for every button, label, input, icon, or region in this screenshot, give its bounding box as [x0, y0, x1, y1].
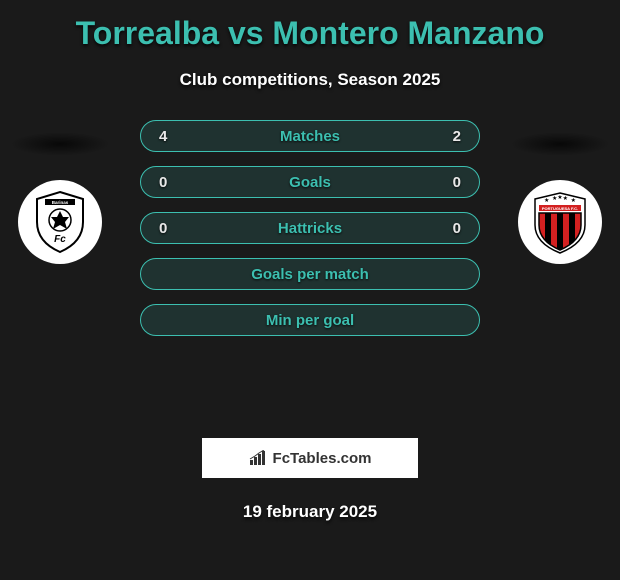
stat-label: Min per goal: [141, 312, 479, 329]
shadow-left: [10, 132, 110, 156]
stat-row-min-per-goal: Min per goal: [140, 304, 480, 336]
svg-text:Barinas: Barinas: [52, 200, 69, 205]
stat-label: Goals per match: [141, 266, 479, 283]
stat-bars: 4 Matches 2 0 Goals 0 0 Hattricks 0 Goal…: [140, 120, 480, 350]
svg-text:★: ★: [563, 195, 568, 202]
svg-text:Fc: Fc: [54, 234, 66, 245]
brand-text: FcTables.com: [273, 450, 372, 467]
page-title: Torrealba vs Montero Manzano: [0, 15, 620, 52]
bar-chart-icon: [249, 450, 269, 466]
team-logo-left: Barinas Fc: [18, 180, 102, 264]
svg-text:PORTUGUESA F.C.: PORTUGUESA F.C.: [542, 206, 578, 211]
team-logo-right: PORTUGUESA F.C. ★ ★ ★ ★ ★: [518, 180, 602, 264]
main-area: Barinas Fc PORTUGUESA F.C. ★ ★ ★ ★ ★: [0, 120, 620, 430]
date-text: 19 february 2025: [0, 502, 620, 522]
stat-label: Matches: [141, 128, 479, 145]
brand-box[interactable]: FcTables.com: [202, 438, 418, 478]
svg-text:★: ★: [544, 197, 549, 204]
stat-row-goals: 0 Goals 0: [140, 166, 480, 198]
shadow-right: [510, 132, 610, 156]
svg-text:★: ★: [571, 197, 576, 204]
stat-label: Hattricks: [141, 220, 479, 237]
zamora-badge-icon: Barinas Fc: [25, 187, 95, 257]
stat-label: Goals: [141, 174, 479, 191]
stat-row-matches: 4 Matches 2: [140, 120, 480, 152]
stat-row-goals-per-match: Goals per match: [140, 258, 480, 290]
subtitle: Club competitions, Season 2025: [0, 70, 620, 90]
comparison-card: Torrealba vs Montero Manzano Club compet…: [0, 0, 620, 532]
portuguesa-badge-icon: PORTUGUESA F.C. ★ ★ ★ ★ ★: [525, 187, 595, 257]
stat-row-hattricks: 0 Hattricks 0: [140, 212, 480, 244]
